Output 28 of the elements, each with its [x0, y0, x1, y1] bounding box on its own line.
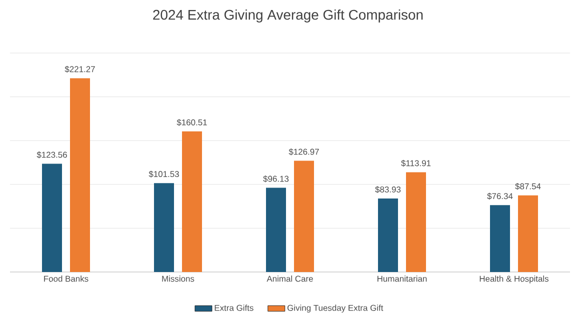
- data-label: $83.93: [375, 186, 401, 193]
- bar: [154, 183, 174, 272]
- x-tick-label: Missions: [162, 276, 194, 282]
- bar: [70, 78, 90, 272]
- bar: [490, 205, 510, 272]
- data-label: $221.27: [64, 66, 95, 73]
- bar: [518, 195, 538, 272]
- data-label: $96.13: [263, 175, 289, 182]
- bar: [294, 160, 314, 272]
- data-label: $126.97: [288, 148, 319, 156]
- data-label: $123.56: [36, 151, 67, 158]
- data-label: $113.91: [401, 160, 431, 167]
- chart-title: 2024 Extra Giving Average Gift Comparison: [153, 10, 423, 23]
- bar: [182, 131, 202, 272]
- x-tick-label: Health & Hospitals: [480, 276, 548, 284]
- data-label: $160.51: [176, 119, 207, 126]
- legend-label: Giving Tuesday Extra Gift: [288, 304, 384, 313]
- bar: [378, 198, 398, 272]
- bar: [266, 188, 286, 272]
- data-label: $101.53: [148, 170, 179, 178]
- x-tick-label: Animal Care: [266, 276, 313, 282]
- legend-label: Extra Gifts: [214, 304, 254, 311]
- x-tick-label: Food Banks: [44, 276, 88, 282]
- bar: [406, 172, 426, 272]
- x-tick-label: Humanitarian: [378, 276, 427, 282]
- data-label: $76.34: [487, 192, 513, 200]
- bar: [42, 164, 62, 272]
- data-label: $87.54: [515, 182, 541, 190]
